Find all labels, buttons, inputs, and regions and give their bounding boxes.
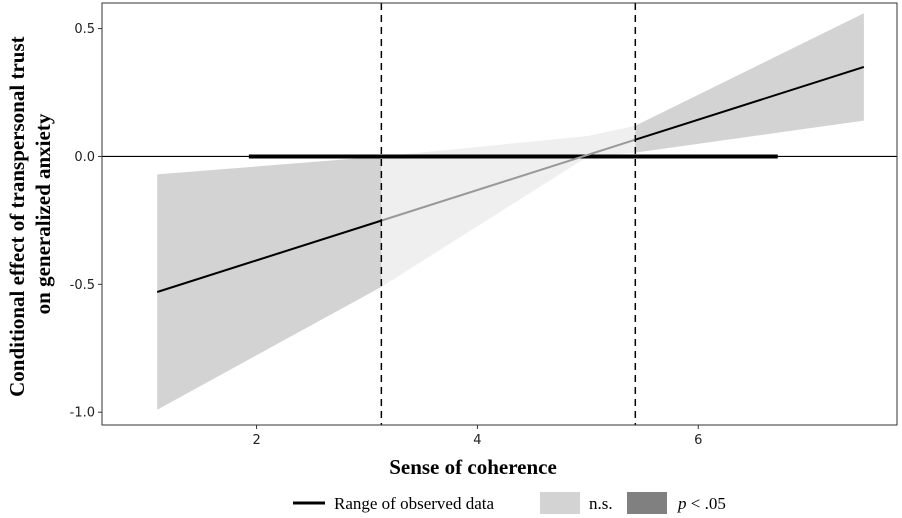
legend-label-observed-range: Range of observed data: [334, 494, 494, 513]
legend-key-significant: [627, 492, 667, 514]
effect-line-significant-high: [635, 65, 865, 141]
x-tick-label: 6: [694, 433, 702, 448]
ci-band-nonsignificant: [381, 125, 636, 287]
y-axis-title-line-2: on generalized anxiety: [31, 113, 55, 314]
legend-key-ns: [540, 492, 580, 514]
legend-label-threshold: < .05: [687, 494, 726, 513]
effect-line-significant-low: [156, 219, 382, 293]
y-tick-label: -0.5: [70, 278, 95, 293]
x-axis-title: Sense of coherence: [389, 455, 557, 479]
x-tick-label: 2: [252, 433, 260, 448]
ci-band-significant-low: [157, 156, 382, 410]
legend-label-ns: n.s.: [589, 494, 613, 513]
legend-label-p: p: [677, 494, 687, 513]
legend: Range of observed data n.s. p < .05: [293, 492, 726, 514]
x-tick-label: 4: [473, 433, 481, 448]
ci-band-significant-high: [635, 13, 864, 153]
y-axis-title: Conditional effect of transpersonal trus…: [5, 31, 55, 397]
y-tick-label: 0.0: [74, 150, 95, 165]
plot-panel-border: [101, 2, 898, 426]
legend-label-significant: p < .05: [677, 494, 726, 513]
effect-line-nonsignificant: [381, 138, 636, 222]
y-tick-label: -1.0: [70, 406, 95, 421]
y-axis-title-line-1: Conditional effect of transpersonal trus…: [5, 36, 29, 396]
y-tick-label: 0.5: [74, 22, 95, 37]
